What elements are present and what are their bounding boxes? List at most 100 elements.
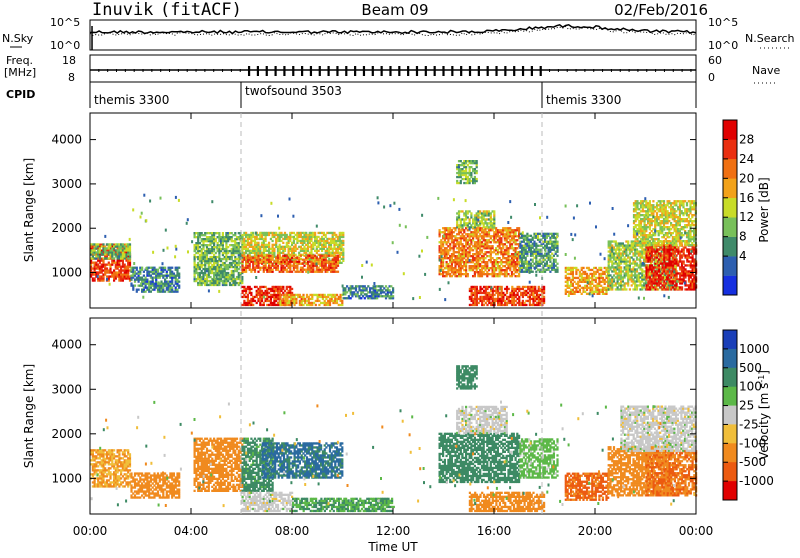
heatmap-cell xyxy=(508,298,510,300)
heatmap-cell xyxy=(97,253,99,255)
heatmap-cell xyxy=(515,304,517,306)
heatmap-cell xyxy=(615,270,617,272)
heatmap-cell xyxy=(479,210,481,212)
heatmap-cell xyxy=(268,292,270,294)
heatmap-cell xyxy=(272,240,274,242)
heatmap-cell xyxy=(471,290,473,292)
freq-panel: Freq. [MHz] 18 8 60 0 Nave xyxy=(4,54,780,84)
heatmap-cell xyxy=(250,271,252,273)
heatmap-cell xyxy=(243,238,245,240)
heatmap-cell xyxy=(141,269,143,271)
heatmap-cell xyxy=(458,245,460,247)
heatmap-cell xyxy=(485,290,487,292)
heatmap-cell xyxy=(328,250,330,252)
heatmap-cell xyxy=(99,249,101,251)
heatmap-cell xyxy=(270,261,272,263)
heatmap-cell xyxy=(463,257,465,259)
heatmap-cell xyxy=(392,289,394,291)
heatmap-cell xyxy=(575,289,577,291)
heatmap-cell xyxy=(293,252,295,254)
heatmap-cell xyxy=(122,262,124,264)
heatmap-cell xyxy=(109,245,111,247)
heatmap-cell xyxy=(465,218,467,220)
heatmap-cell xyxy=(453,241,455,243)
heatmap-cell xyxy=(166,277,168,279)
heatmap-cell xyxy=(139,271,141,273)
heatmap-cell xyxy=(515,300,517,302)
heatmap-cell xyxy=(451,265,453,267)
heatmap-cell xyxy=(217,262,219,264)
heatmap-cell xyxy=(236,270,238,272)
heatmap-cell xyxy=(102,260,104,262)
heatmap-cell xyxy=(465,166,467,168)
heatmap-cell xyxy=(266,290,268,292)
heatmap-cell xyxy=(518,227,520,229)
heatmap-cell xyxy=(227,268,229,270)
heatmap-cell xyxy=(481,275,483,277)
heatmap-cell xyxy=(282,271,284,273)
heatmap-cell xyxy=(513,273,515,275)
heatmap-cell xyxy=(194,274,196,276)
heatmap-cell xyxy=(502,298,504,300)
heatmap-cell xyxy=(143,289,145,291)
heatmap-cell xyxy=(111,249,113,251)
heatmap-cell xyxy=(329,304,331,306)
heatmap-cell xyxy=(265,248,267,250)
heatmap-cell xyxy=(279,296,281,298)
heatmap-cell xyxy=(460,160,462,162)
heatmap-cell xyxy=(202,246,204,248)
heatmap-cell xyxy=(392,297,394,299)
heatmap-cell xyxy=(534,288,536,290)
heatmap-cell xyxy=(254,271,256,273)
heatmap-cell xyxy=(238,264,240,266)
heatmap-cell xyxy=(543,296,545,298)
heatmap-cell xyxy=(302,263,304,265)
heatmap-cell xyxy=(294,304,296,306)
heatmap-cell xyxy=(598,293,600,295)
heatmap-cell xyxy=(266,294,268,296)
heatmap-cell xyxy=(476,164,478,166)
heatmap-cell xyxy=(325,236,327,238)
heatmap-cell xyxy=(500,239,502,241)
heatmap-cell xyxy=(477,231,479,233)
heatmap-cell xyxy=(254,300,256,302)
heatmap-cell xyxy=(302,296,304,298)
heatmap-cell xyxy=(104,253,106,255)
heatmap-cell xyxy=(608,272,610,274)
heatmap-cell xyxy=(310,261,312,263)
heatmap-cell xyxy=(604,283,606,285)
heatmap-cell xyxy=(484,229,486,231)
heatmap-cell xyxy=(556,271,558,273)
heatmap-cell xyxy=(501,288,503,290)
heatmap-cell xyxy=(102,277,104,279)
heatmap-cell xyxy=(556,251,558,253)
heatmap-cell xyxy=(572,271,574,273)
heatmap-cell xyxy=(129,257,131,259)
heatmap-cell xyxy=(222,254,224,256)
heatmap-cell xyxy=(120,247,122,249)
heatmap-cell xyxy=(308,296,310,298)
heatmap-cell xyxy=(476,178,478,180)
freq-tick-high: 18 xyxy=(62,54,76,67)
heatmap-cell xyxy=(460,176,462,178)
heatmap-cell xyxy=(129,243,131,245)
heatmap-cell xyxy=(132,287,134,289)
heatmap-cell xyxy=(337,257,339,259)
heatmap-cell xyxy=(577,287,579,289)
heatmap-cell xyxy=(574,281,576,283)
heatmap-cell xyxy=(194,254,196,256)
heatmap-cell xyxy=(321,271,323,273)
heatmap-cell xyxy=(526,233,528,235)
heatmap-cell xyxy=(502,231,504,233)
heatmap-cell xyxy=(249,290,251,292)
heatmap-cell xyxy=(94,249,96,251)
heatmap-cell xyxy=(171,279,173,281)
heatmap-cell xyxy=(529,302,531,304)
heatmap-cell xyxy=(454,235,456,237)
heatmap-cell xyxy=(342,254,344,256)
heatmap-cell xyxy=(238,244,240,246)
heatmap-cell xyxy=(549,261,551,263)
heatmap-cell xyxy=(250,288,252,290)
heatmap-cell xyxy=(202,276,204,278)
